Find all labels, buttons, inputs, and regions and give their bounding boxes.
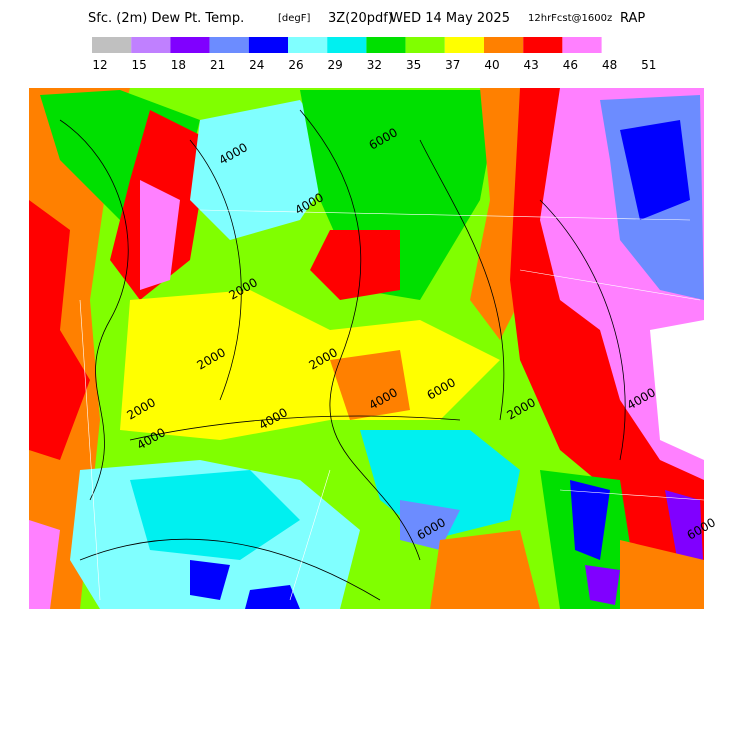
colorbar-swatch (248, 37, 288, 53)
colorbar-swatch (92, 37, 132, 53)
colorbar-label: 37 (445, 58, 460, 72)
colorbar-label: 21 (210, 58, 225, 72)
colorbar-label: 15 (132, 58, 147, 72)
colorbar-swatch (327, 37, 367, 53)
colorbar-label: 43 (524, 58, 539, 72)
colorbar-swatch (562, 37, 602, 53)
colorbar-label: 24 (249, 58, 264, 72)
colorbar-label: 35 (406, 58, 421, 72)
map: 4000400020002000400060002000400020004000… (29, 88, 718, 609)
colorbar-label: 51 (641, 58, 656, 72)
colorbar-swatch (366, 37, 406, 53)
model: RAP (620, 11, 645, 26)
colorbar-label: 29 (328, 58, 343, 72)
colorbar-label: 18 (171, 58, 186, 72)
valid-time: 3Z(20pdf) (328, 11, 393, 26)
colorbar-label: 40 (484, 58, 499, 72)
colorbar-swatch (444, 37, 484, 53)
colorbar-label: 32 (367, 58, 382, 72)
colorbar-swatch (170, 37, 210, 53)
units: [degF] (278, 13, 311, 24)
colorbar-swatch (209, 37, 249, 53)
colorbar-swatch (288, 37, 328, 53)
colorbar-swatch (405, 37, 445, 53)
colorbar-swatch (484, 37, 524, 53)
colorbar-swatch (523, 37, 563, 53)
colorbar: 12 15 18 21 24 26 29 32 35 37 40 43 46 48 51 (92, 37, 656, 72)
colorbar-label: 26 (288, 58, 303, 72)
colorbar-swatch (131, 37, 171, 53)
colorbar-label: 12 (92, 58, 107, 72)
title: Sfc. (2m) Dew Pt. Temp. (88, 11, 244, 26)
colorbar-label: 48 (602, 58, 617, 72)
colorbar-label: 46 (563, 58, 578, 72)
forecast: 12hrFcst@1600z (528, 13, 612, 24)
date: WED 14 May 2025 (390, 11, 510, 26)
